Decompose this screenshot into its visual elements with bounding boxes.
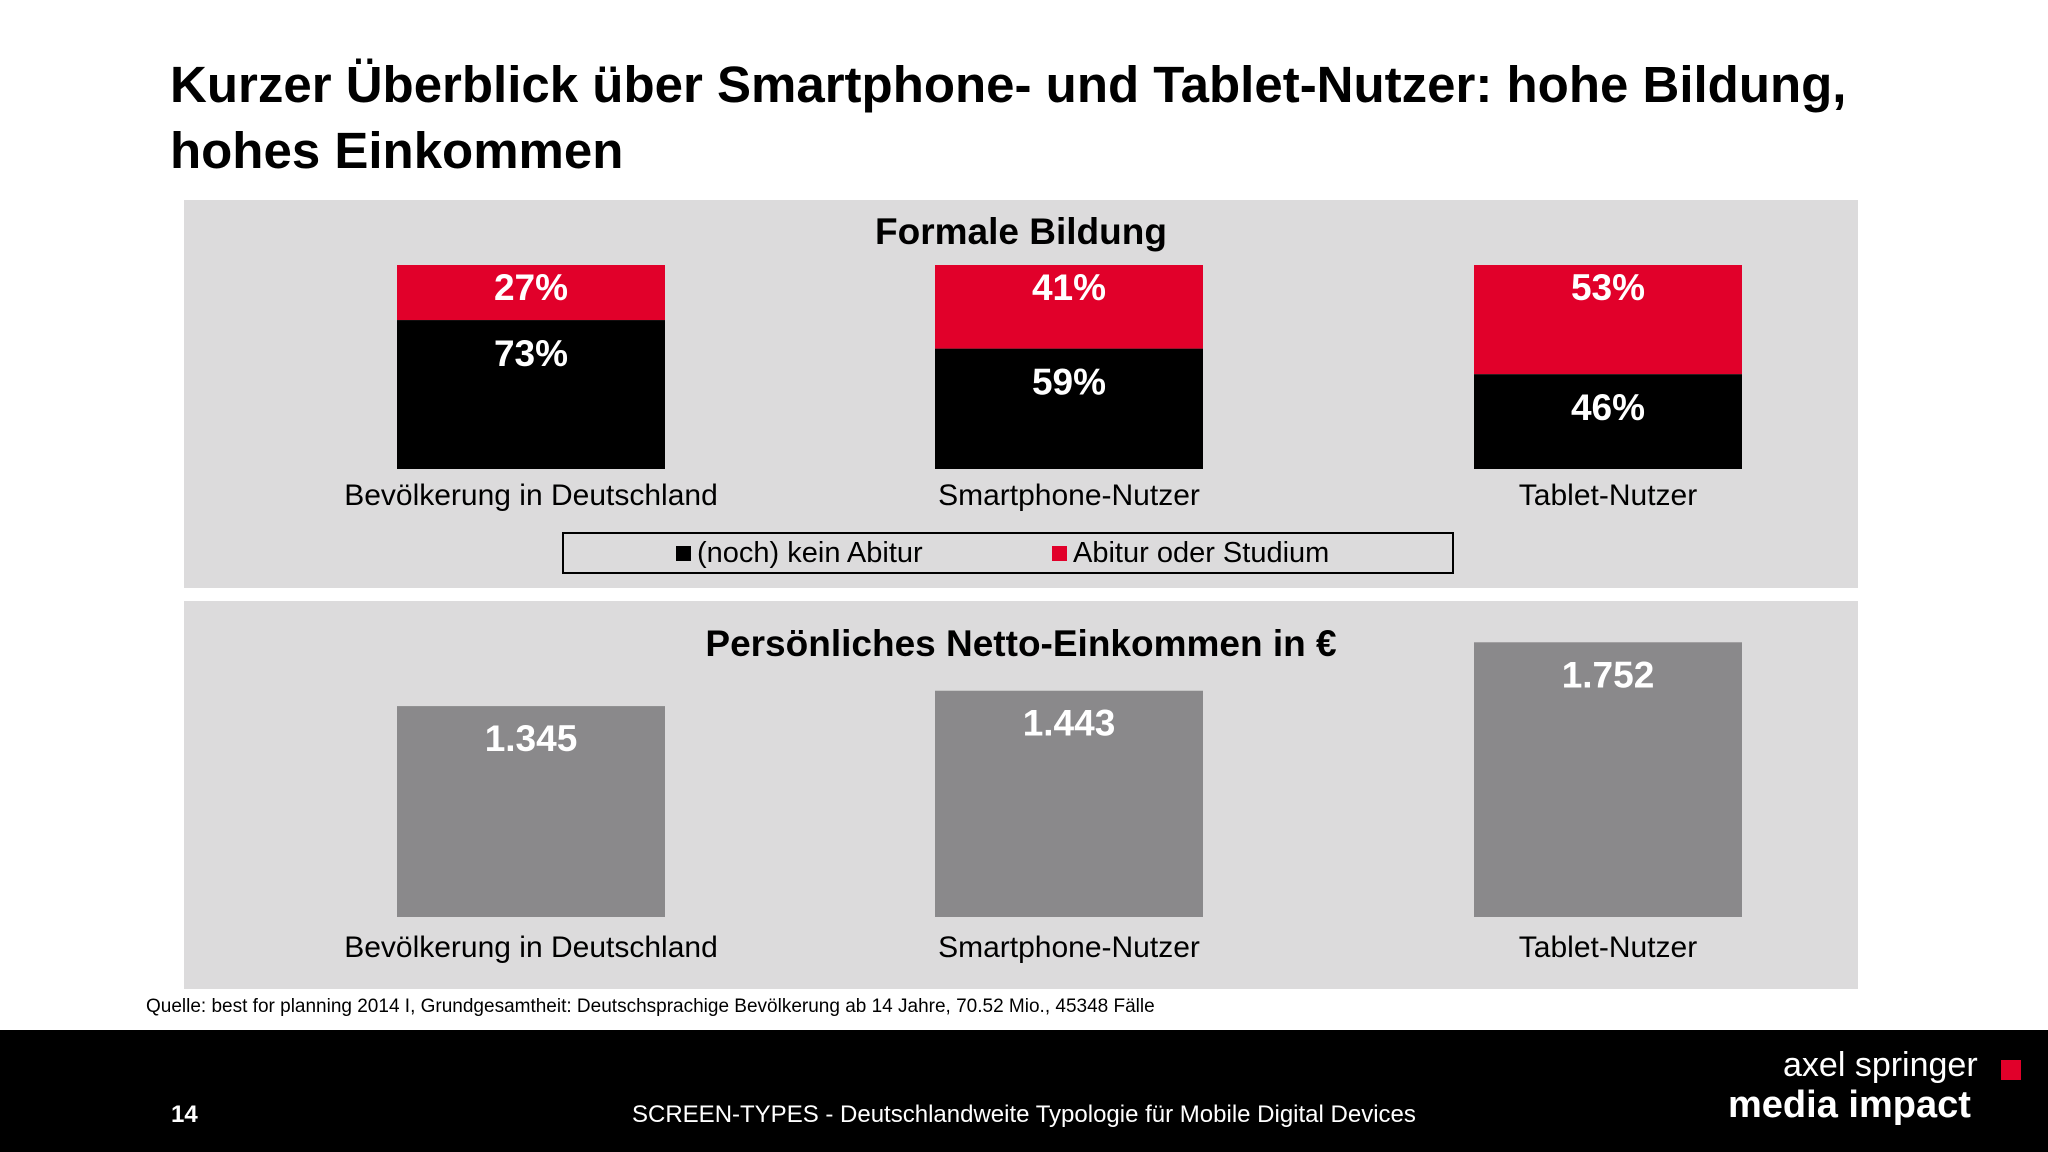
data-label: 1.443 (1023, 703, 1116, 744)
bar-segment-kein-abitur (935, 348, 1203, 469)
category-label: Tablet-Nutzer (1519, 931, 1697, 964)
legend-swatch-red (1052, 546, 1067, 561)
legend-item-abitur-studium: Abitur oder Studium (1052, 537, 1329, 570)
source-note: Quelle: best for planning 2014 I, Grundg… (146, 996, 1155, 1017)
data-label: 53% (1571, 267, 1645, 308)
data-label: 59% (1032, 362, 1106, 403)
chart-title: Persönliches Netto-Einkommen in € (705, 623, 1336, 664)
income-chart-panel: Persönliches Netto-Einkommen in € 1.345 Be… (184, 601, 1858, 989)
income-bar (935, 690, 1203, 917)
income-chart: Persönliches Netto-Einkommen in € 1.345 Be… (344, 623, 1742, 964)
category-label: Bevölkerung in Deutschland (344, 479, 718, 512)
chart-legend: (noch) kein Abitur Abitur oder Studium (562, 532, 1454, 574)
bar-segment-abitur (1474, 265, 1742, 375)
logo-red-square (2001, 1060, 2021, 1080)
income-bar (1474, 642, 1742, 917)
data-label: 27% (494, 267, 568, 308)
footer-bar (0, 1030, 2048, 1152)
legend-label: Abitur oder Studium (1073, 537, 1330, 569)
bar-segment-kein-abitur (1474, 374, 1742, 469)
footer-title: SCREEN-TYPES - Deutschlandweite Typologi… (632, 1101, 1416, 1128)
category-label: Smartphone-Nutzer (938, 931, 1200, 964)
logo-text-axel-springer: axel springer (1783, 1046, 1978, 1084)
bar-segment-abitur (935, 265, 1203, 349)
data-label: 73% (494, 333, 568, 374)
data-label: 41% (1032, 267, 1106, 308)
page-number: 14 (171, 1101, 198, 1128)
bar-segment-abitur (397, 265, 665, 321)
bar-segment-kein-abitur (397, 320, 665, 469)
logo-text-media-impact: media impact (1728, 1084, 1971, 1126)
data-label: 1.345 (485, 718, 578, 759)
legend-label: (noch) kein Abitur (697, 537, 923, 569)
category-label: Tablet-Nutzer (1519, 479, 1697, 512)
chart-title: Formale Bildung (875, 211, 1167, 252)
category-label: Smartphone-Nutzer (938, 479, 1200, 512)
legend-swatch-black (676, 546, 691, 561)
legend-item-kein-abitur: (noch) kein Abitur (676, 537, 923, 570)
data-label: 46% (1571, 387, 1645, 428)
data-label: 1.752 (1562, 654, 1655, 695)
education-chart-panel: Formale Bildung 27% 73% Bevölkerung in Deut… (184, 200, 1858, 588)
education-chart: Formale Bildung 27% 73% Bevölkerung in Deut… (344, 211, 1742, 512)
slide-title: Kurzer Überblick über Smartphone- und Ta… (170, 56, 1847, 179)
category-label: Bevölkerung in Deutschland (344, 931, 718, 964)
income-bar (397, 706, 665, 917)
